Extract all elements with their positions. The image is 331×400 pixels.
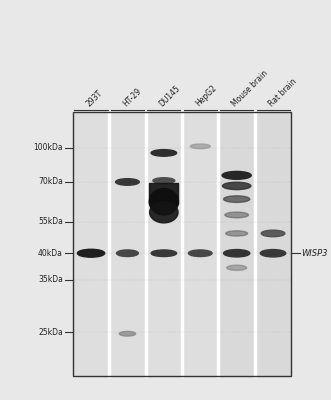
Ellipse shape: [150, 202, 178, 223]
Text: 293T: 293T: [85, 88, 105, 108]
Ellipse shape: [226, 231, 248, 236]
Bar: [149, 183, 178, 204]
Text: 25kDa: 25kDa: [38, 328, 63, 337]
Text: HT-29: HT-29: [121, 86, 143, 108]
Ellipse shape: [261, 230, 285, 237]
Ellipse shape: [153, 178, 175, 184]
Ellipse shape: [151, 150, 177, 156]
Ellipse shape: [151, 250, 177, 256]
Text: WISP3: WISP3: [301, 249, 328, 258]
Ellipse shape: [117, 250, 138, 256]
Ellipse shape: [119, 331, 136, 336]
Ellipse shape: [222, 182, 251, 190]
Text: 70kDa: 70kDa: [38, 178, 63, 186]
Ellipse shape: [225, 212, 249, 218]
Ellipse shape: [77, 249, 105, 257]
Bar: [73, 112, 291, 376]
Text: 35kDa: 35kDa: [38, 275, 63, 284]
Ellipse shape: [223, 250, 250, 257]
Ellipse shape: [190, 144, 210, 149]
Bar: [255, 112, 291, 376]
Text: DU145: DU145: [158, 83, 182, 108]
Ellipse shape: [260, 250, 286, 257]
Bar: [73, 112, 109, 376]
Bar: [182, 112, 218, 376]
Bar: [109, 112, 146, 376]
Bar: [146, 112, 182, 376]
Text: 55kDa: 55kDa: [38, 217, 63, 226]
Ellipse shape: [149, 188, 178, 215]
Text: HepG2: HepG2: [194, 83, 218, 108]
Ellipse shape: [223, 196, 250, 202]
Ellipse shape: [222, 172, 251, 179]
Ellipse shape: [116, 179, 139, 185]
Text: 100kDa: 100kDa: [33, 143, 63, 152]
Bar: [218, 112, 255, 376]
Text: Mouse brain: Mouse brain: [230, 68, 270, 108]
Ellipse shape: [227, 265, 247, 270]
Text: 40kDa: 40kDa: [38, 249, 63, 258]
Text: Rat brain: Rat brain: [267, 76, 298, 108]
Ellipse shape: [188, 250, 212, 256]
